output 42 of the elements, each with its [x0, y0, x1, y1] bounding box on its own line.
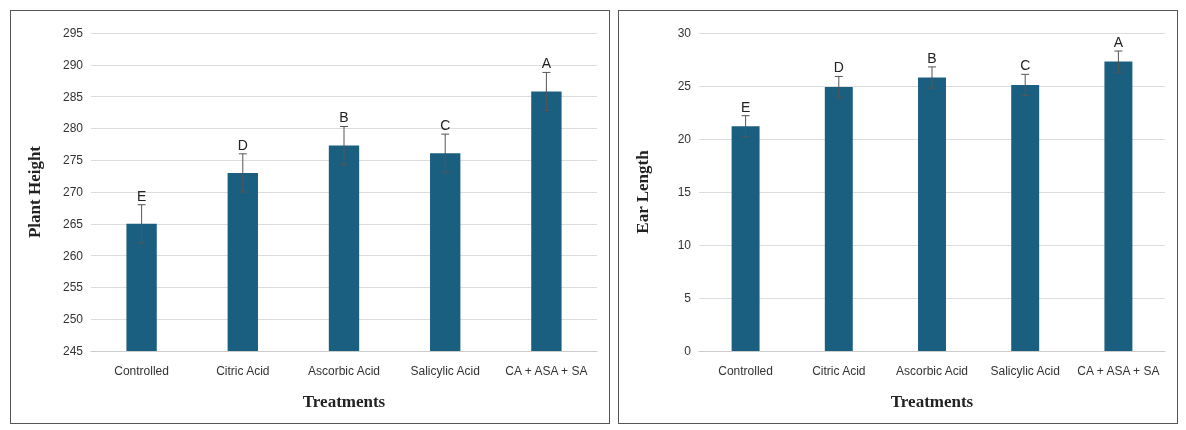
y-tick-label: 5 [684, 291, 692, 305]
y-tick-label: 275 [62, 153, 84, 168]
y-tick-label: 260 [62, 248, 84, 263]
y-tick-label: 0 [684, 344, 692, 358]
x-tick-label: Ascorbic Acid [895, 364, 969, 378]
annotation: C [1020, 57, 1031, 74]
annotation: B [339, 109, 349, 126]
y-axis-title: Ear Length [633, 149, 652, 234]
y-tick-label: 280 [62, 121, 84, 136]
y-tick-label: 265 [62, 216, 84, 231]
annotation: D [833, 59, 844, 76]
y-tick-label: 285 [62, 89, 84, 104]
x-tick-label: Salicylic Acid [410, 364, 480, 378]
y-tick-label: 245 [62, 344, 84, 358]
x-tick-label: CA + ASA + SA [505, 364, 588, 378]
annotation: B [927, 49, 937, 66]
y-tick-label: 15 [677, 185, 692, 199]
y-tick-label: 290 [62, 57, 84, 72]
y-tick-label: 295 [62, 26, 84, 40]
x-tick-label: Controlled [114, 364, 169, 378]
x-axis-title: Treatments [302, 392, 386, 411]
y-tick-label: 25 [677, 79, 692, 93]
x-tick-label: Citric Acid [216, 364, 270, 378]
annotation: E [740, 98, 751, 115]
annotation: E [136, 187, 147, 204]
y-tick-label: 255 [62, 280, 84, 295]
y-tick-label: 20 [677, 132, 692, 146]
y-axis-title: Plant Height [25, 145, 44, 239]
annotation: A [541, 55, 552, 72]
y-tick-label: 30 [677, 26, 692, 40]
x-tick-label: Controlled [718, 364, 773, 378]
y-tick-label: 270 [62, 185, 84, 199]
x-tick-label: Ascorbic Acid [307, 364, 381, 378]
annotation: A [1113, 34, 1124, 51]
y-tick-label: 250 [62, 312, 84, 327]
x-tick-label: CA + ASA + SA [1077, 364, 1160, 378]
annotation: D [237, 136, 248, 153]
x-tick-label: Citric Acid [812, 364, 866, 378]
y-tick-label: 10 [677, 238, 692, 252]
annotation: C [440, 117, 451, 134]
x-axis-title: Treatments [890, 392, 974, 411]
x-tick-label: Salicylic Acid [990, 364, 1060, 378]
